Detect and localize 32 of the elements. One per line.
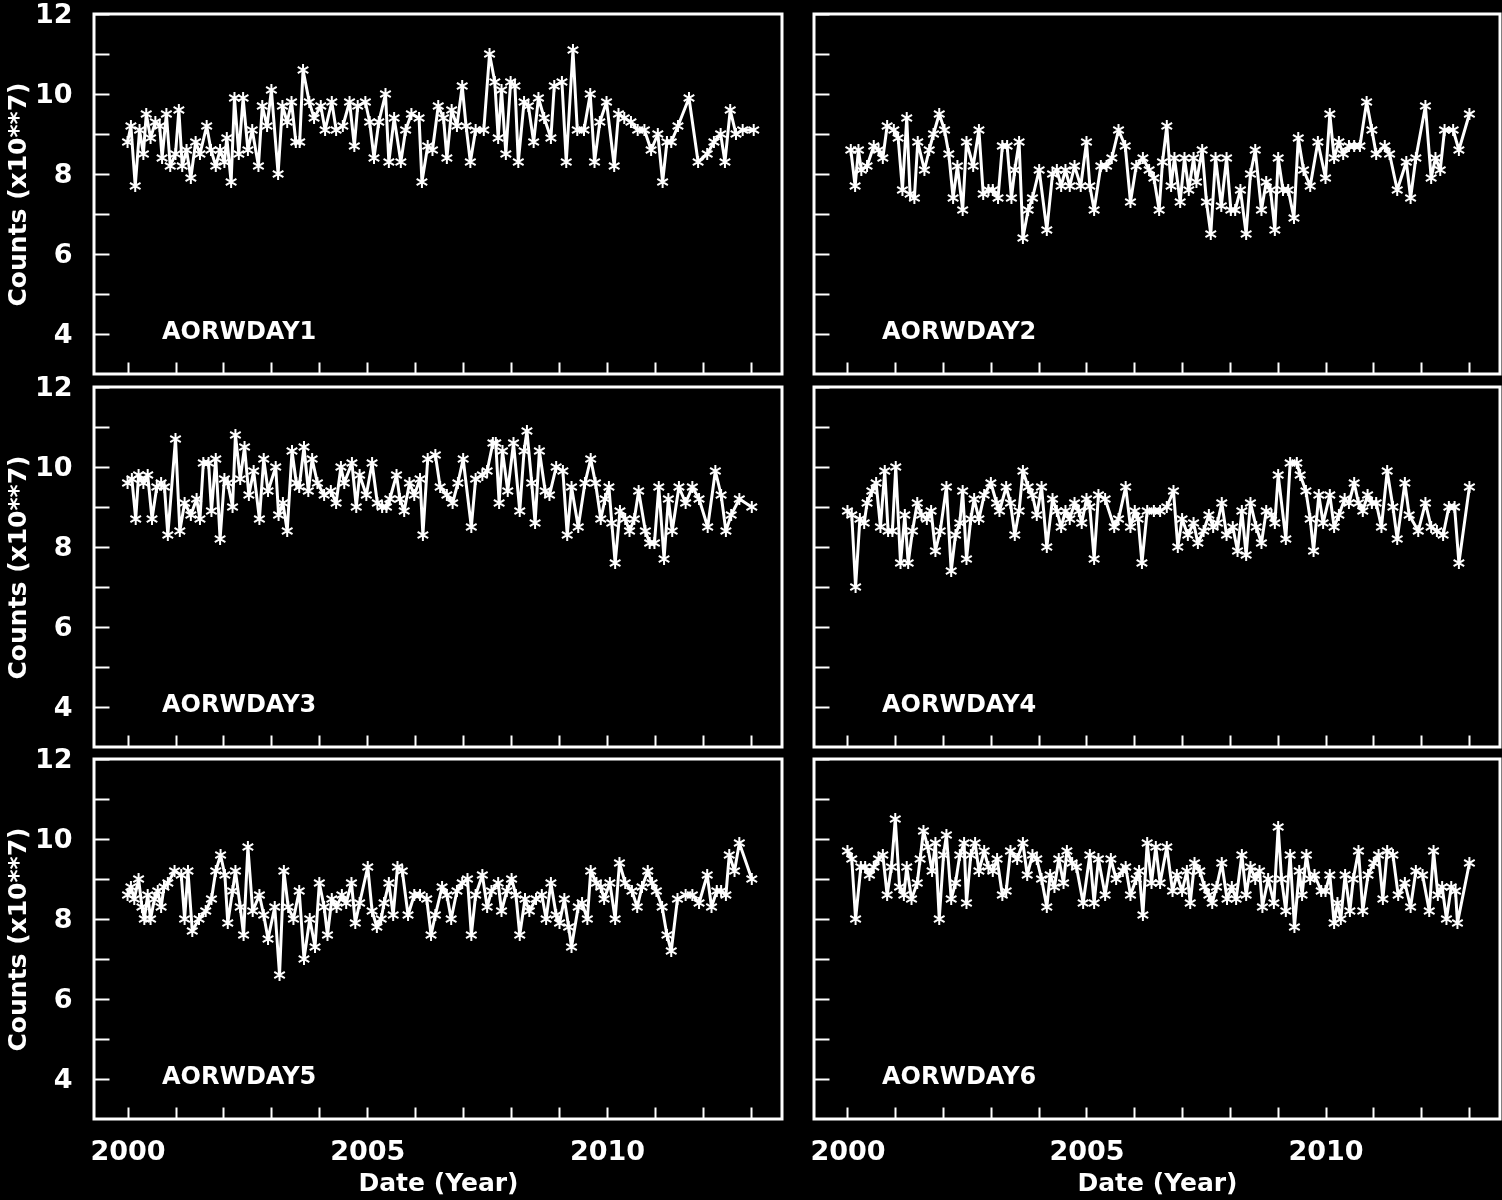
y-tick-label: 12: [34, 742, 73, 774]
annotation: AORWDAY5: [162, 1062, 317, 1090]
y-tick-label: 10: [34, 822, 73, 854]
x-tick-label: 2005: [1049, 1134, 1125, 1166]
y-tick-label: 6: [53, 610, 73, 642]
y-tick-label: 6: [53, 237, 73, 269]
y-tick-label: 10: [34, 77, 73, 109]
annotation: AORWDAY4: [882, 690, 1037, 718]
y-tick-label: 4: [53, 1062, 73, 1094]
annotation: AORWDAY3: [162, 690, 317, 718]
annotation: AORWDAY2: [882, 317, 1037, 345]
y-tick-label: 8: [53, 530, 73, 562]
x-axis-title: Date (Year): [1077, 1167, 1238, 1197]
x-tick-label: 2000: [810, 1134, 886, 1166]
y-axis-title: Counts (x10**7): [2, 827, 32, 1052]
annotation: AORWDAY1: [162, 317, 317, 345]
x-tick-label: 2010: [1288, 1134, 1364, 1166]
x-tick-label: 2000: [90, 1134, 166, 1166]
y-tick-label: 8: [53, 902, 73, 934]
x-axis-title: Date (Year): [358, 1167, 519, 1197]
y-tick-label: 12: [34, 0, 73, 29]
x-tick-label: 2010: [569, 1134, 646, 1166]
y-tick-label: 10: [34, 450, 73, 482]
y-tick-label: 4: [53, 317, 73, 349]
y-axis-title: Counts (x10**7): [2, 455, 32, 680]
y-axis-title: Counts (x10**7): [2, 82, 32, 307]
y-tick-label: 12: [34, 370, 73, 402]
y-tick-label: 6: [53, 982, 73, 1014]
x-tick-label: 2005: [330, 1134, 406, 1166]
y-tick-label: 8: [53, 157, 73, 189]
y-tick-label: 4: [53, 690, 73, 722]
annotation: AORWDAY6: [882, 1062, 1037, 1090]
